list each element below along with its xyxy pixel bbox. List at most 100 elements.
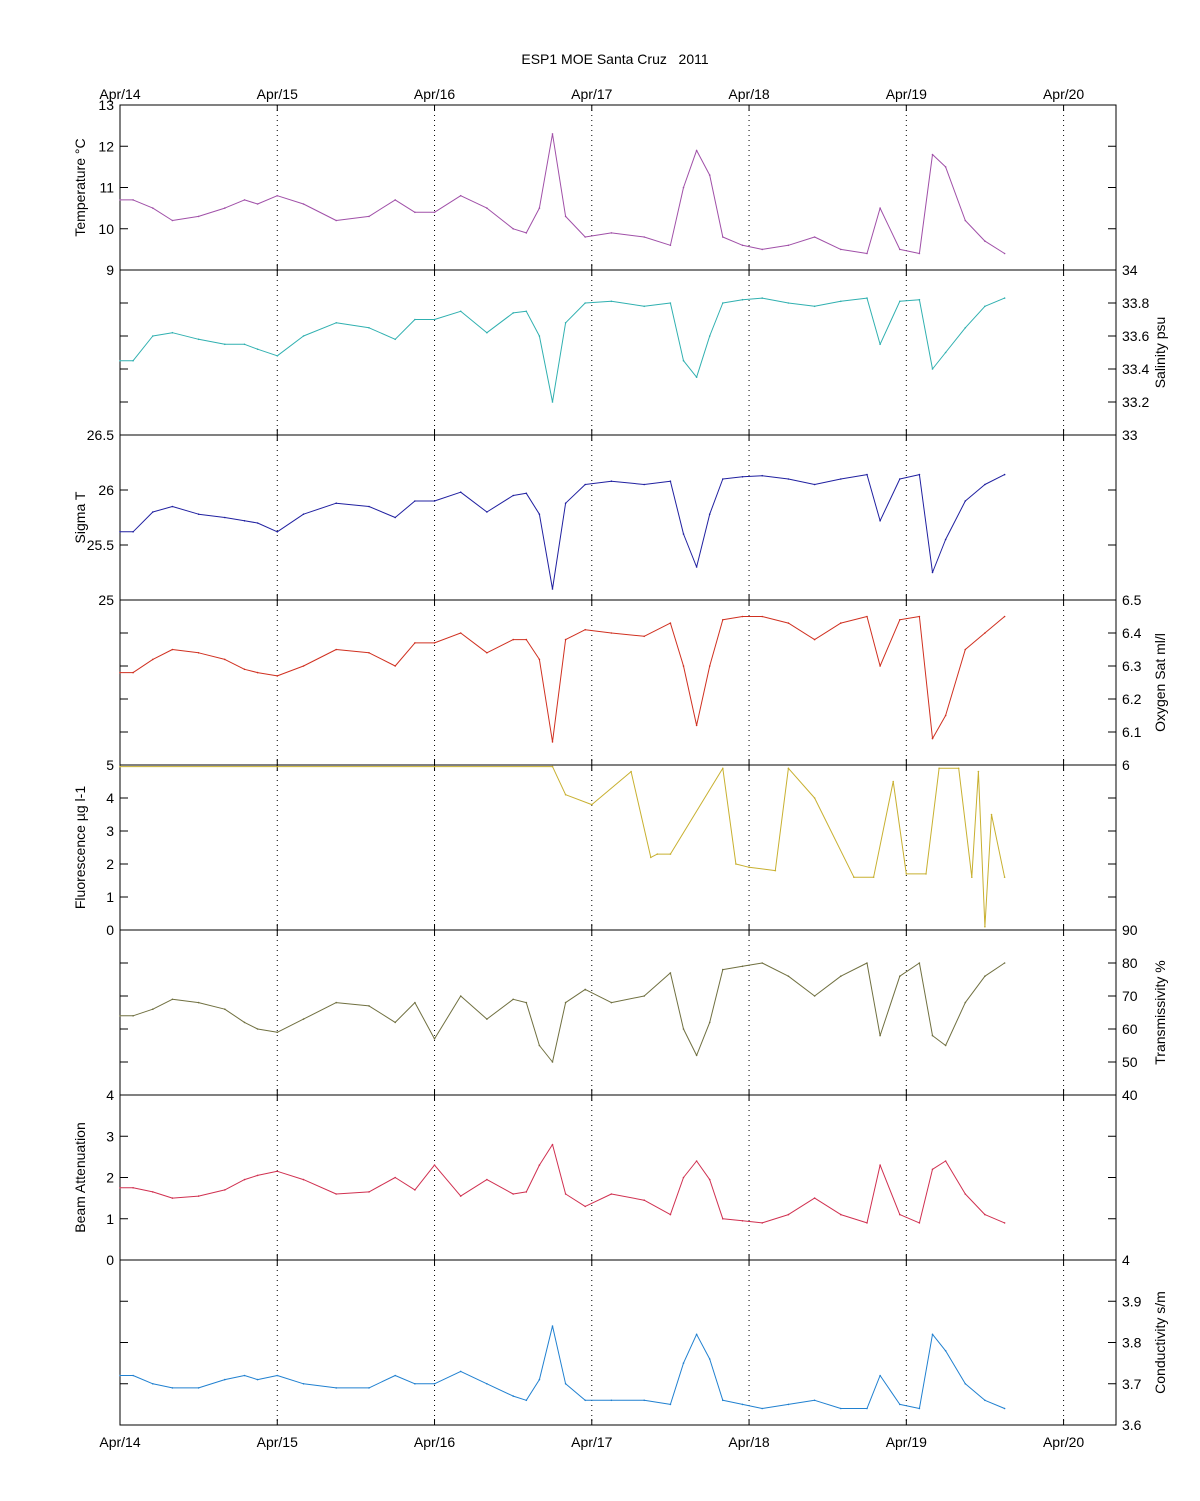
y-tick-label: 12: [98, 138, 114, 154]
bottom-date-tick-label: Apr/19: [886, 1434, 927, 1450]
data-point-sigma_t: [695, 566, 698, 568]
data-point-salinity: [171, 331, 174, 334]
data-point-transmissivity: [722, 968, 724, 971]
data-point-conductivity: [197, 1387, 200, 1389]
panel-frame: [119, 764, 1117, 931]
y-tick-label: 33.8: [1122, 295, 1149, 311]
data-point-conductivity: [538, 1378, 541, 1381]
data-point-conductivity: [525, 1399, 528, 1402]
y-tick-label: 33: [1122, 427, 1138, 443]
data-point-temperature: [525, 232, 528, 234]
data-point-temperature: [813, 236, 816, 238]
data-point-oxygen: [368, 652, 370, 654]
data-point-transmissivity: [761, 962, 763, 964]
data-point-sigma_t: [879, 520, 881, 522]
bottom-date-tick-label: Apr/17: [571, 1434, 612, 1450]
data-point-temperature: [931, 153, 934, 156]
data-point-transmissivity: [813, 995, 816, 997]
data-point-conductivity: [564, 1383, 567, 1385]
data-point-conductivity: [584, 1399, 586, 1402]
data-point-transmissivity: [551, 1061, 554, 1063]
data-point-sigma_t: [584, 483, 586, 486]
y-tick-label: 9: [106, 262, 114, 278]
data-point-conductivity: [944, 1350, 947, 1352]
data-point-temperature: [171, 219, 174, 222]
data-point-transmissivity: [197, 1001, 200, 1004]
data-point-oxygen: [964, 648, 967, 651]
data-point-oxygen: [243, 668, 246, 671]
y-tick-label: 34: [1122, 262, 1138, 278]
y-tick-label: 6: [1122, 757, 1130, 773]
data-point-beam_attenuation: [984, 1213, 986, 1216]
data-point-temperature: [256, 203, 259, 205]
data-point-sigma_t: [197, 513, 200, 515]
data-point-transmissivity: [708, 1021, 711, 1024]
data-point-transmissivity: [486, 1018, 488, 1020]
data-point-oxygen: [722, 619, 724, 621]
data-point-sigma_t: [669, 480, 672, 483]
data-point-oxygen: [132, 671, 134, 674]
data-point-beam_attenuation: [787, 1213, 790, 1216]
data-point-temperature: [394, 199, 397, 201]
data-point-temperature: [459, 194, 462, 197]
y-tick-label: 3: [106, 823, 114, 839]
data-point-beam_attenuation: [931, 1168, 934, 1171]
y-tick-label: 40: [1122, 1087, 1138, 1103]
data-point-oxygen: [256, 671, 259, 674]
data-point-temperature: [414, 211, 416, 214]
data-point-salinity: [433, 318, 436, 321]
data-point-fluorescence: [938, 767, 940, 770]
data-point-sigma_t: [368, 505, 370, 508]
data-point-salinity: [708, 335, 711, 337]
data-point-oxygen: [813, 638, 816, 641]
data-point-oxygen: [276, 675, 279, 677]
data-point-oxygen: [394, 665, 397, 667]
series-line-transmissivity: [120, 962, 1005, 1063]
data-point-temperature: [119, 199, 121, 201]
data-point-sigma_t: [224, 516, 226, 519]
data-point-conductivity: [551, 1325, 554, 1327]
data-point-salinity: [964, 327, 967, 329]
data-point-sigma_t: [538, 513, 541, 515]
data-point-oxygen: [512, 638, 514, 641]
data-point-beam_attenuation: [682, 1176, 685, 1179]
data-point-conductivity: [486, 1383, 488, 1385]
data-point-salinity: [152, 335, 154, 337]
data-point-sigma_t: [335, 502, 338, 505]
data-point-beam_attenuation: [335, 1193, 338, 1195]
data-point-conductivity: [682, 1362, 685, 1364]
data-point-oxygen: [840, 622, 842, 624]
data-point-fluorescence: [119, 765, 121, 768]
y-axis-label: Oxygen Sat ml/l: [1152, 633, 1168, 732]
data-point-conductivity: [1003, 1407, 1006, 1410]
data-point-conductivity: [302, 1383, 305, 1385]
series-line-salinity: [120, 297, 1005, 403]
data-point-conductivity: [414, 1383, 416, 1385]
data-point-beam_attenuation: [525, 1191, 528, 1193]
data-point-conductivity: [132, 1374, 134, 1377]
data-point-conductivity: [918, 1407, 921, 1410]
data-point-beam_attenuation: [276, 1170, 279, 1173]
data-point-conductivity: [643, 1399, 645, 1402]
data-point-transmissivity: [538, 1044, 541, 1047]
data-point-oxygen: [761, 615, 763, 618]
data-point-conductivity: [512, 1395, 514, 1397]
data-point-beam_attenuation: [918, 1222, 921, 1224]
y-tick-label: 25: [98, 592, 114, 608]
data-point-salinity: [695, 376, 698, 379]
data-point-transmissivity: [368, 1005, 370, 1007]
data-point-beam_attenuation: [394, 1176, 397, 1179]
data-point-oxygen: [610, 632, 613, 634]
data-point-salinity: [302, 335, 305, 337]
y-tick-label: 6.3: [1122, 658, 1142, 674]
data-point-transmissivity: [335, 1001, 338, 1004]
data-point-sigma_t: [984, 483, 986, 486]
panel-frame: [119, 929, 1117, 1096]
data-point-beam_attenuation: [761, 1222, 763, 1224]
data-point-transmissivity: [787, 975, 790, 977]
data-point-fluorescence: [551, 765, 554, 768]
data-point-transmissivity: [243, 1021, 246, 1024]
data-point-oxygen: [525, 638, 528, 641]
data-point-transmissivity: [741, 965, 744, 968]
